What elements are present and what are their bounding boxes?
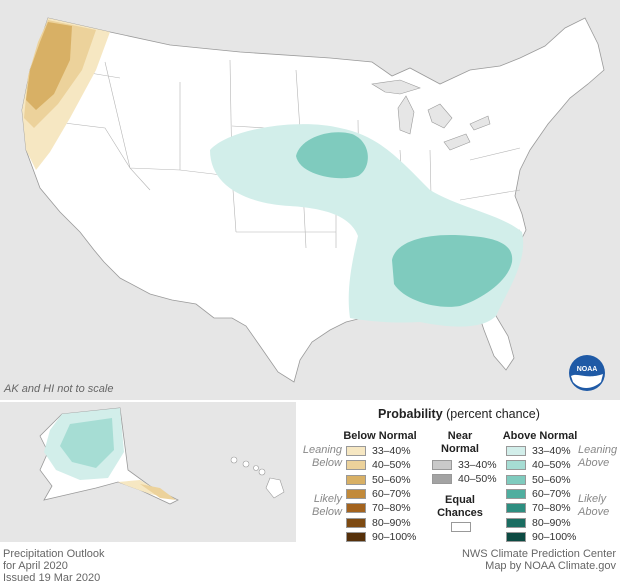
legend-title: Probability (percent chance) [378,407,540,421]
footer-credit-cpc: NWS Climate Prediction Center [461,548,616,560]
above-normal-label: 70–80% [532,502,571,515]
above-normal-label: 50–60% [532,473,571,486]
near-normal-swatch [432,474,452,485]
below-normal-50-60 [26,22,72,110]
hawaii-inset [184,402,296,542]
above-normal-swatch [506,503,526,514]
above-normal-swatch [506,446,526,456]
below-normal-label: 40–50% [372,459,411,472]
below-normal-swatch [346,517,366,528]
below-normal-label: 33–40% [372,445,411,457]
above-normal-label: 80–90% [532,516,571,529]
above-normal-swatch [506,460,526,471]
footer-title: Precipitation Outlook [3,548,105,560]
near-normal-swatch [432,460,452,470]
below-normal-swatch [346,446,366,456]
above-normal-swatch [506,517,526,528]
svg-text:NOAA: NOAA [577,366,598,373]
above-normal-heading: Above Normal [502,430,578,442]
above-normal-40-50-se [392,235,513,307]
footer-credit-climate: Map by NOAA Climate.gov [485,560,616,572]
above-normal-swatch [506,488,526,499]
hawaii-islands [230,456,285,499]
legend: Probability (percent chance) Below Norma… [298,402,620,547]
equal-chances-label: Equal Chances [437,494,483,519]
below-normal-label: 70–80% [372,502,411,515]
above-normal-swatch [506,531,526,542]
above-normal-label: 60–70% [532,487,571,500]
likely-above-label: Likely Above [578,493,610,518]
equal-chances-swatch [451,522,471,532]
near-normal-heading: Near Normal [441,430,479,455]
likely-below-label: Likely Below [312,493,342,518]
above-normal-40-50 [296,132,368,179]
above-normal-label: 33–40% [532,445,571,457]
below-normal-swatch [346,503,366,514]
great-lakes [371,79,491,151]
above-normal-swatch [506,474,526,485]
above-normal-label: 90–100% [532,530,577,543]
above-normal-label: 40–50% [532,459,571,472]
alaska-above-40-50 [60,418,114,468]
noaa-logo: NOAA [569,355,605,391]
near-normal-label: 40–50% [458,473,497,486]
below-normal-swatch [346,531,366,542]
below-normal-label: 60–70% [372,487,411,500]
below-normal-label: 80–90% [372,516,411,529]
below-normal-label: 50–60% [372,473,411,486]
below-normal-swatch [346,474,366,485]
footer-issued: Issued 19 Mar 2020 [3,572,101,584]
alaska-below-40-50 [140,484,176,500]
footer-period: for April 2020 [3,560,68,572]
below-normal-swatch [346,460,366,471]
below-normal-label: 90–100% [372,530,417,543]
below-normal-heading: Below Normal [343,430,417,442]
leaning-above-label: Leaning Above [578,444,618,469]
below-normal-swatch [346,488,366,499]
near-normal-label: 33–40% [458,459,497,471]
leaning-below-label: Leaning Below [302,444,342,469]
scale-note: AK and HI not to scale [4,383,114,395]
